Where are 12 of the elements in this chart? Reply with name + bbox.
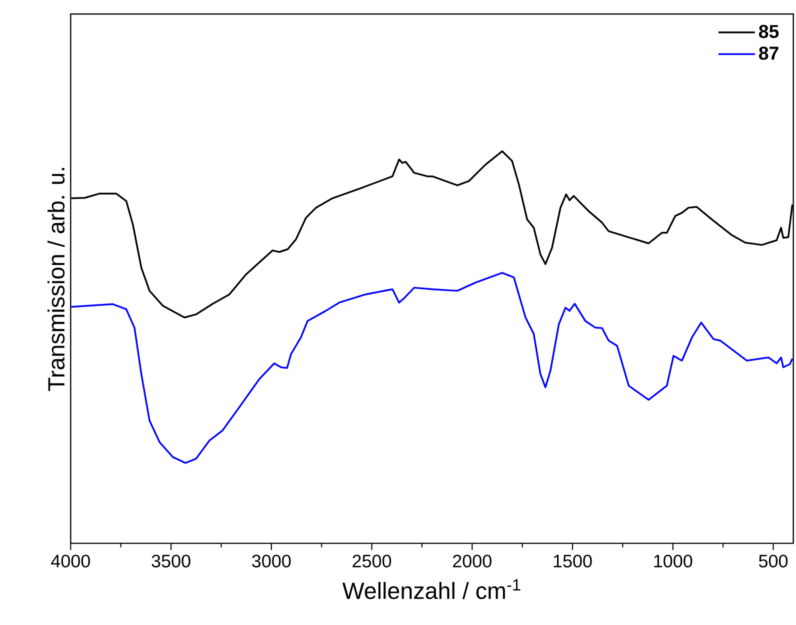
legend-label: 87 — [758, 46, 778, 60]
legend-label: 85 — [758, 24, 779, 38]
x-axis-title: Wellenzahl / cm$^{-1}$ — [342, 579, 520, 599]
x-tick-label: 4000 — [51, 554, 90, 568]
x-tick-label: 1500 — [554, 554, 592, 568]
x-tick-label: 2000 — [453, 554, 492, 568]
x-tick-label: 1000 — [654, 554, 692, 568]
y-axis-title: Transmission / arb. u. — [47, 168, 65, 391]
x-tick-label: 3500 — [152, 554, 190, 568]
x-tick-label: 3000 — [252, 554, 291, 568]
x-tick-label: 2500 — [352, 554, 392, 568]
x-tick-label: 500 — [758, 554, 788, 568]
